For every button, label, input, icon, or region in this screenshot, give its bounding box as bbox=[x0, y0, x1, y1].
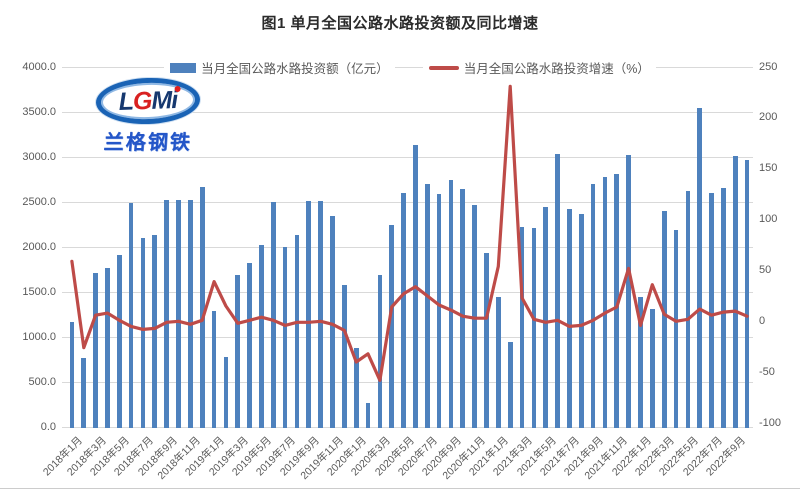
bar bbox=[105, 268, 110, 428]
bar bbox=[555, 153, 560, 428]
bar bbox=[732, 156, 738, 428]
bar bbox=[721, 188, 726, 428]
y-axis-left-label: 0.0 bbox=[40, 420, 56, 433]
y-axis-right-label: 50 bbox=[759, 263, 772, 276]
bar bbox=[424, 183, 430, 428]
gridline bbox=[62, 157, 753, 158]
y-axis-left-label: 1500.0 bbox=[22, 285, 56, 298]
y-axis-right-label: -100 bbox=[759, 416, 782, 429]
gridline bbox=[62, 382, 753, 383]
bar bbox=[259, 245, 264, 428]
legend: 当月全国公路水路投资额（亿元） 当月全国公路水路投资增速（%） bbox=[60, 58, 760, 77]
bar bbox=[507, 341, 513, 428]
bar bbox=[199, 186, 205, 428]
bar bbox=[590, 184, 596, 428]
bar bbox=[744, 160, 750, 428]
line-series-swatch-icon bbox=[428, 65, 459, 70]
bar bbox=[211, 311, 217, 428]
y-axis-left-label: 2500.0 bbox=[22, 195, 56, 208]
bar bbox=[270, 202, 276, 428]
bar bbox=[342, 285, 347, 429]
y-axis-right-label: -50 bbox=[759, 365, 775, 378]
bar bbox=[176, 200, 181, 428]
y-axis-right-label: 150 bbox=[759, 162, 778, 175]
bar bbox=[685, 191, 691, 428]
bar-series-label: 当月全国公路水路投资额（亿元） bbox=[201, 62, 389, 76]
bar bbox=[614, 173, 620, 428]
legend-item-investment: 当月全国公路水路投资额（亿元） bbox=[164, 58, 395, 77]
bar bbox=[448, 180, 454, 428]
bar bbox=[306, 201, 312, 428]
y-axis-right-label: 250 bbox=[759, 60, 778, 73]
y-axis-left-label: 1000.0 bbox=[22, 330, 56, 343]
bottom-divider bbox=[0, 488, 800, 489]
y-axis-left-label: 500.0 bbox=[28, 375, 56, 388]
bar bbox=[626, 154, 631, 429]
bar bbox=[81, 358, 87, 428]
bar bbox=[531, 227, 537, 428]
watermark-company-name: 兰格钢铁 bbox=[103, 132, 193, 154]
bar bbox=[93, 273, 98, 428]
bar bbox=[330, 215, 335, 428]
bar bbox=[436, 193, 442, 428]
bar bbox=[709, 193, 714, 428]
bar bbox=[294, 235, 300, 428]
y-axis-right-label: 100 bbox=[759, 213, 778, 226]
bar bbox=[567, 209, 572, 428]
bar bbox=[353, 347, 359, 428]
gridline bbox=[62, 67, 753, 68]
lgmi-logo-dot-icon bbox=[174, 85, 181, 93]
bar bbox=[484, 252, 489, 428]
bar bbox=[638, 297, 643, 428]
bar bbox=[223, 356, 229, 428]
bar bbox=[282, 247, 288, 428]
bar bbox=[128, 202, 134, 428]
bar bbox=[365, 402, 371, 428]
legend-item-growth: 当月全国公路水路投资增速（%） bbox=[422, 58, 656, 77]
bar bbox=[235, 274, 241, 428]
y-axis-right-label: 200 bbox=[759, 111, 778, 124]
bar bbox=[152, 235, 158, 428]
bar bbox=[602, 176, 608, 428]
bar bbox=[247, 263, 252, 428]
watermark-logo: LGMi 兰格钢铁 bbox=[86, 76, 210, 155]
bar bbox=[69, 321, 75, 428]
y-axis-left-label: 3000.0 bbox=[22, 150, 56, 163]
bar bbox=[188, 199, 193, 429]
lgmi-logo-icon: LGMi bbox=[95, 76, 201, 126]
bar bbox=[661, 211, 667, 428]
bar bbox=[519, 227, 525, 428]
bar bbox=[140, 238, 146, 428]
y-axis-left-label: 4000.0 bbox=[22, 60, 56, 73]
bar-series-swatch-icon bbox=[170, 62, 197, 73]
y-axis-left-label: 2000.0 bbox=[22, 240, 56, 253]
gridline bbox=[62, 427, 753, 428]
bar bbox=[649, 308, 655, 428]
bar bbox=[164, 200, 170, 428]
bar bbox=[673, 230, 679, 428]
bar bbox=[413, 144, 418, 428]
bar bbox=[543, 206, 549, 428]
bar bbox=[460, 188, 466, 428]
bar bbox=[495, 297, 501, 428]
y-axis-right-label: 0 bbox=[759, 314, 766, 327]
bar bbox=[318, 201, 324, 428]
bar bbox=[401, 193, 406, 428]
bar bbox=[377, 275, 383, 428]
bar bbox=[116, 254, 122, 428]
y-axis-left-label: 3500.0 bbox=[22, 105, 56, 118]
bar bbox=[578, 213, 584, 428]
chart-title: 图1 单月全国公路水路投资额及同比增速 bbox=[261, 15, 539, 32]
bar bbox=[472, 205, 477, 428]
bar bbox=[389, 225, 395, 428]
bar bbox=[697, 108, 703, 429]
line-series-label: 当月全国公路水路投资增速（%） bbox=[463, 62, 650, 76]
lgmi-logo-text: LGMi bbox=[118, 85, 178, 116]
